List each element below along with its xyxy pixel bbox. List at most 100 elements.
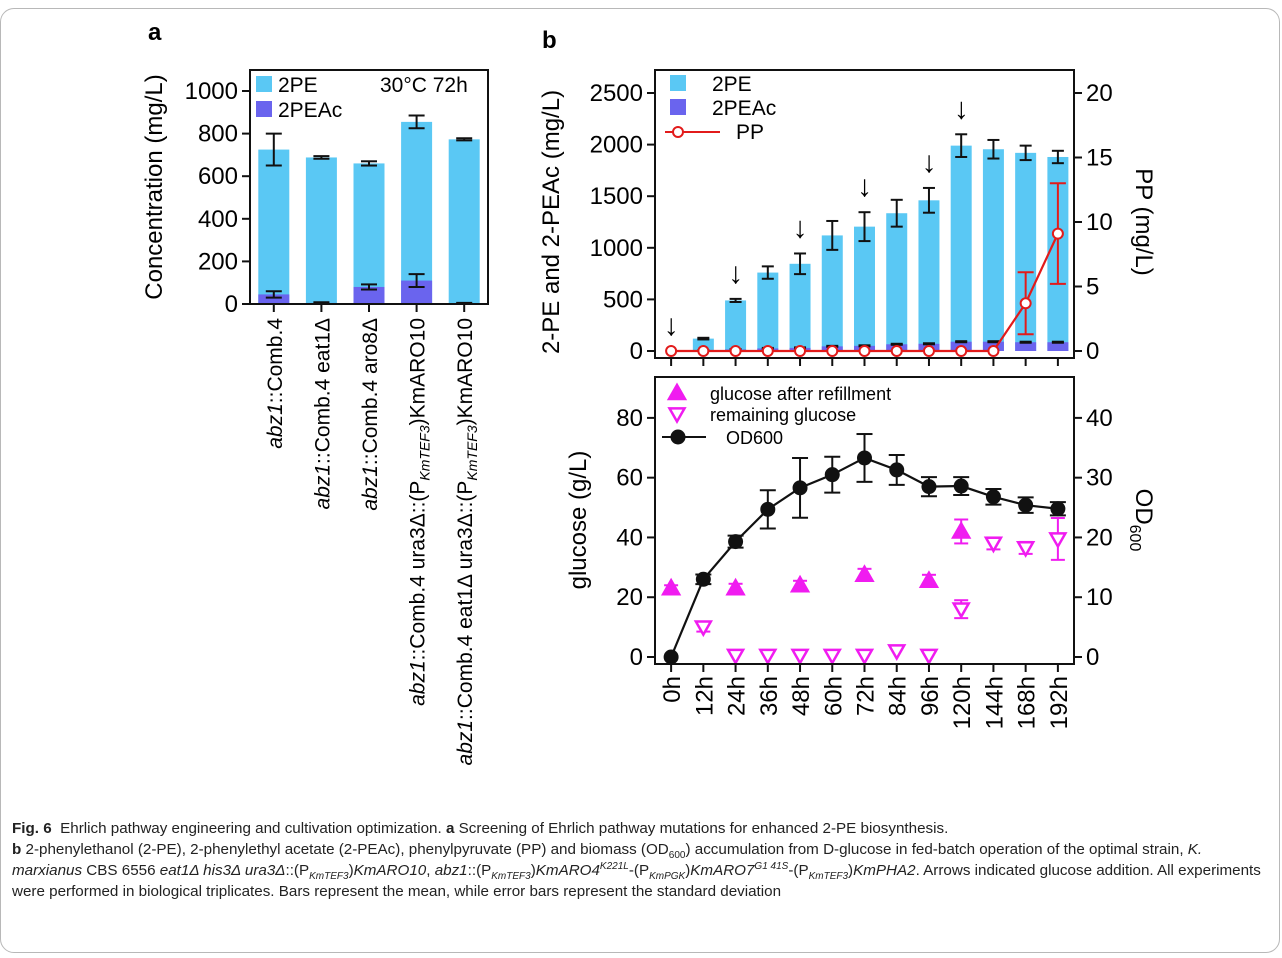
x-tick-label: 36h bbox=[756, 676, 783, 716]
od600-point bbox=[792, 480, 808, 496]
od600-point bbox=[760, 501, 776, 517]
y-right-axis-label: PP (mg/L) bbox=[1130, 168, 1157, 276]
bar-2pe bbox=[757, 272, 779, 351]
pp-point bbox=[761, 345, 774, 357]
pp-point bbox=[987, 345, 1000, 357]
pp-point bbox=[922, 345, 935, 357]
pp-point bbox=[858, 345, 871, 357]
pp-point bbox=[826, 345, 839, 357]
od600-point bbox=[985, 489, 1001, 505]
od600-line bbox=[670, 456, 1059, 658]
caption-a-label: a bbox=[445, 820, 455, 837]
y-right-tick-label: 10 bbox=[1086, 584, 1113, 611]
y-tick-label: 60 bbox=[616, 465, 643, 492]
bar-2peac bbox=[1015, 342, 1037, 351]
caption-b-text: ) accumulation from bbox=[685, 841, 819, 858]
bar-2peac bbox=[353, 286, 385, 304]
od600-point bbox=[824, 467, 840, 483]
caption-b-text: ::(P bbox=[467, 862, 492, 879]
glucose-addition-arrow: ↓ bbox=[857, 170, 872, 203]
y-tick-label: 200 bbox=[198, 248, 238, 275]
caption-genotype: eat1Δ his3Δ ura3Δ bbox=[159, 862, 286, 879]
glucose-addition-arrow: ↓ bbox=[664, 309, 679, 342]
panel-label-b: b bbox=[542, 27, 557, 54]
panel-a-chart: 0 200 400 600 800 1000 Concentration (mg/L) abz… bbox=[141, 69, 489, 765]
y-right-tick-label: 30 bbox=[1086, 465, 1113, 492]
od600-point bbox=[728, 534, 744, 550]
y-tick-label: 1500 bbox=[590, 183, 643, 210]
caption-b-text: -(P bbox=[628, 862, 650, 879]
bar-2pe bbox=[821, 235, 843, 351]
x-tick-label: 24h bbox=[724, 676, 751, 716]
y-tick-label: 400 bbox=[198, 206, 238, 233]
caption-d-prefix: D bbox=[823, 841, 835, 858]
caption-gene: KmARO10 bbox=[353, 862, 427, 879]
caption-sup: G1 41S bbox=[754, 860, 789, 872]
caption-sub: 600 bbox=[668, 850, 686, 862]
pp-point bbox=[665, 345, 678, 357]
glucose-refill-point bbox=[789, 574, 811, 593]
od600-point bbox=[921, 479, 937, 495]
y-tick-label: 1000 bbox=[590, 235, 643, 262]
caption-gene: KmARO4 bbox=[535, 862, 600, 879]
od600-point bbox=[695, 571, 711, 587]
caption-b-text: , bbox=[426, 862, 431, 879]
remaining-glucose-point bbox=[758, 648, 778, 666]
legend-label-pp: PP bbox=[736, 121, 764, 144]
legend-label-remaining-glucose: remaining glucose bbox=[710, 405, 856, 425]
caption-sub: KmPGK bbox=[649, 871, 686, 883]
x-tick-label: 0h bbox=[659, 676, 686, 703]
caption-gene: KmPHA2 bbox=[853, 862, 916, 879]
legend-swatch-2pe bbox=[670, 75, 686, 91]
legend-marker-od600 bbox=[670, 429, 686, 445]
legend-marker-glucose-refill bbox=[666, 382, 688, 401]
x-tick-label: 96h bbox=[917, 676, 944, 716]
caption-b-text: ) bbox=[530, 862, 536, 879]
bar-2pe bbox=[982, 149, 1004, 351]
y-tick-label: 40 bbox=[616, 524, 643, 551]
legend-label-2pe: 2PE bbox=[278, 74, 318, 97]
caption-b-text: 2-phenylethanol (2-PE), 2-phenylethyl ac… bbox=[25, 841, 669, 858]
bar-2pe bbox=[448, 139, 480, 304]
pp-point bbox=[1051, 227, 1064, 240]
remaining-glucose-point bbox=[983, 536, 1004, 554]
caption-b-text: . Arrows indicated glucose addition. All… bbox=[12, 862, 1261, 900]
x-tick-label: 48h bbox=[788, 676, 815, 716]
x-tick-label: abz1::Comb.4 aro8Δ bbox=[359, 318, 382, 511]
y-axis-label: 2-PE and 2-PEAc (mg/L) bbox=[538, 90, 565, 354]
annotation-condition: 30°C 72h bbox=[380, 74, 468, 97]
pp-point bbox=[794, 345, 807, 357]
y-tick-label: 0 bbox=[630, 644, 643, 671]
x-tick-label: 120h bbox=[949, 676, 976, 729]
caption-b-text: ) bbox=[685, 862, 691, 879]
y-tick-label: 80 bbox=[616, 405, 643, 432]
x-tick-label: 72h bbox=[853, 676, 880, 716]
caption-sub: KmTEF3 bbox=[309, 871, 349, 883]
bar-2pe bbox=[353, 163, 385, 304]
pp-point bbox=[890, 345, 903, 357]
x-tick-label: 192h bbox=[1046, 676, 1073, 729]
bar-2pe bbox=[918, 200, 940, 351]
y-axis-label: glucose (g/L) bbox=[565, 451, 592, 590]
y-tick-label: 1000 bbox=[185, 78, 238, 105]
y-axis-label: Concentration (mg/L) bbox=[141, 74, 168, 299]
figure-caption: Fig. 6 Ehrlich pathway engineering and c… bbox=[12, 818, 1270, 902]
caption-b-text: -(P bbox=[788, 862, 809, 879]
caption-sup: K221L bbox=[599, 860, 629, 872]
caption-species: K. marxianus bbox=[12, 841, 1203, 879]
caption-b-text: CBS 6556 bbox=[86, 862, 156, 879]
caption-a-text: Screening of Ehrlich pathway mutations f… bbox=[458, 820, 949, 837]
remaining-glucose-point bbox=[887, 644, 907, 662]
caption-sub: KmTEF3 bbox=[808, 871, 849, 883]
y-tick-label: 2000 bbox=[590, 132, 643, 159]
caption-b-text: ) bbox=[848, 862, 854, 879]
caption-b-text: ::(P bbox=[285, 862, 310, 879]
y-right-tick-label: 20 bbox=[1086, 524, 1113, 551]
od600-point bbox=[857, 450, 872, 466]
od600-point bbox=[1050, 501, 1066, 517]
y-tick-label: 800 bbox=[198, 121, 238, 148]
y-tick-label: 0 bbox=[630, 338, 643, 365]
y-right-tick-label: 0 bbox=[1086, 644, 1099, 671]
remaining-glucose-point bbox=[822, 648, 842, 666]
